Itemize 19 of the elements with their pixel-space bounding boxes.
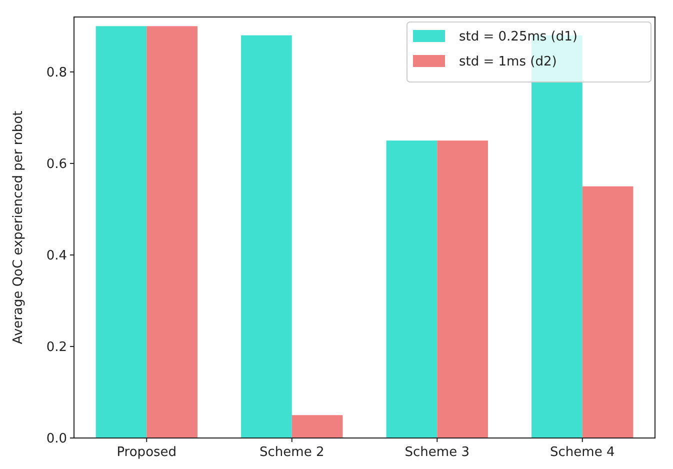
y-tick-label: 0.8 — [46, 65, 67, 80]
y-tick-label: 0.4 — [46, 248, 67, 264]
bar — [96, 26, 147, 438]
bar — [241, 35, 292, 438]
y-tick-label: 0.0 — [46, 432, 67, 447]
x-tick-label: Scheme 4 — [550, 445, 615, 460]
y-tick-label: 0.2 — [46, 340, 67, 356]
x-tick-label: Scheme 3 — [404, 445, 470, 460]
bar — [292, 415, 343, 438]
bar — [146, 26, 198, 438]
bar — [386, 140, 438, 438]
bar — [437, 140, 488, 438]
legend-label: std = 0.25ms (d1) — [459, 30, 578, 45]
bar — [582, 186, 634, 438]
legend-label: std = 1ms (d2) — [459, 54, 557, 70]
x-tick-label: Proposed — [116, 445, 177, 460]
y-tick-label: 0.6 — [46, 156, 67, 172]
x-tick-label: Scheme 2 — [260, 445, 324, 460]
y-axis-title: Average QoC experienced per robot — [11, 110, 26, 344]
